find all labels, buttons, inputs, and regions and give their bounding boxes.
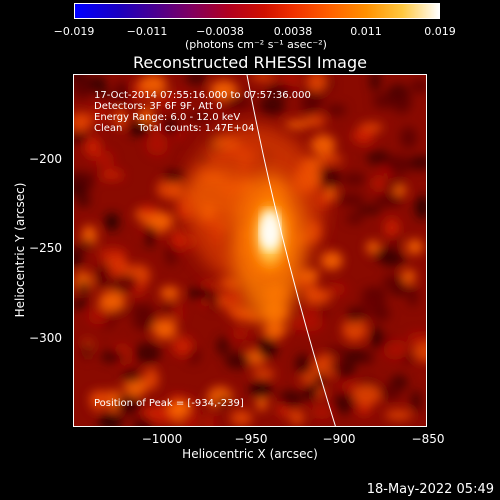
colorbar-tick: −0.019 xyxy=(53,25,95,38)
x-tick: −1000 xyxy=(141,432,183,446)
colorbar-unit: (photons cm⁻² s⁻¹ asec⁻²) xyxy=(185,38,327,51)
y-tick: −250 xyxy=(29,241,62,255)
colorbar-tick: 0.0038 xyxy=(273,25,313,38)
y-tick: −200 xyxy=(29,152,62,166)
x-axis-label: Heliocentric X (arcsec) xyxy=(182,447,318,461)
info-energy: Energy Range: 6.0 - 12.0 keV xyxy=(94,112,241,123)
footer-date: 18-May-2022 05:49 xyxy=(366,482,494,497)
colorbar-tick: 0.011 xyxy=(350,25,382,38)
info-time: 17-Oct-2014 07:55:16.000 to 07:57:36.000 xyxy=(94,90,311,101)
colorbar-tick: −0.011 xyxy=(126,25,168,38)
colorbar-tick: 0.019 xyxy=(424,25,456,38)
peak-position: Position of Peak = [-934,-239] xyxy=(94,398,244,409)
solar-image: 17-Oct-2014 07:55:16.000 to 07:57:36.000… xyxy=(73,74,427,427)
plot-title: Reconstructed RHESSI Image xyxy=(133,53,367,72)
info-counts: Clean Total counts: 1.47E+04 xyxy=(94,123,255,134)
solar-limb-line xyxy=(246,75,336,426)
x-tick: −950 xyxy=(234,432,268,446)
x-tick: −850 xyxy=(411,432,445,446)
solar-image-canvas xyxy=(74,75,426,426)
colorbar xyxy=(74,3,440,19)
info-detectors: Detectors: 3F 6F 9F, Att 0 xyxy=(94,101,223,112)
colorbar-tick: −0.0038 xyxy=(196,25,244,38)
y-tick: −300 xyxy=(29,331,62,345)
x-tick: −900 xyxy=(322,432,356,446)
y-axis-label: Heliocentric Y (arcsec) xyxy=(13,182,27,318)
